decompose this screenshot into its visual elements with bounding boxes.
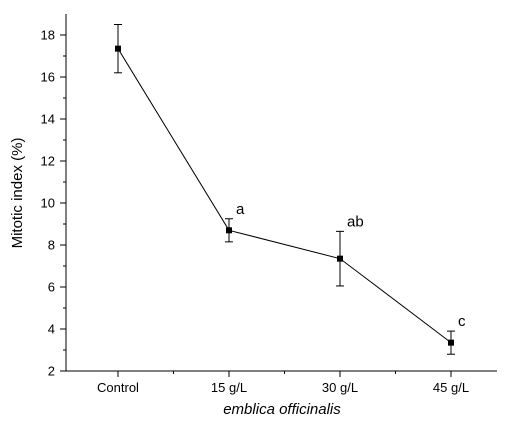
significance-label: ab bbox=[347, 213, 364, 230]
y-axis-title: Mitotic index (%) bbox=[9, 138, 26, 249]
data-point bbox=[226, 227, 232, 234]
x-tick-label: 45 g/L bbox=[433, 380, 469, 395]
x-axis-title: emblica officinalis bbox=[223, 401, 341, 418]
data-point bbox=[448, 339, 454, 346]
annotations-group: a ab c bbox=[236, 201, 466, 330]
y-tick-label: 8 bbox=[48, 238, 55, 253]
series-group bbox=[114, 24, 455, 355]
y-tick-label: 4 bbox=[48, 322, 55, 337]
data-point bbox=[115, 45, 121, 52]
y-tick-label: 6 bbox=[48, 280, 55, 295]
series-line bbox=[117, 48, 452, 344]
y-tick-label: 10 bbox=[41, 196, 55, 211]
y-tick-label: 18 bbox=[41, 28, 55, 43]
significance-label: a bbox=[236, 201, 245, 218]
y-axis-ticks: 2 4 6 8 10 12 14 16 18 bbox=[41, 28, 66, 379]
x-tick-label: 15 g/L bbox=[211, 380, 247, 395]
y-tick-label: 14 bbox=[41, 112, 55, 127]
y-tick-label: 16 bbox=[41, 70, 55, 85]
x-axis-ticks: Control 15 g/L 30 g/L 45 g/L bbox=[97, 371, 469, 395]
data-point bbox=[337, 255, 343, 262]
y-tick-label: 2 bbox=[48, 364, 55, 379]
x-tick-label: 30 g/L bbox=[322, 380, 358, 395]
y-tick-label: 12 bbox=[41, 154, 55, 169]
plot-frame bbox=[65, 14, 497, 372]
significance-label: c bbox=[458, 313, 466, 330]
x-tick-label: Control bbox=[97, 380, 139, 395]
